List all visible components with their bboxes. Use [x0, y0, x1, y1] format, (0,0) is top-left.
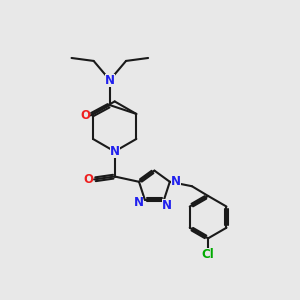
Text: N: N	[171, 175, 181, 188]
Text: N: N	[162, 199, 172, 212]
Text: N: N	[110, 145, 120, 158]
Text: O: O	[80, 109, 90, 122]
Text: N: N	[134, 196, 143, 209]
Text: N: N	[105, 74, 115, 87]
Text: Cl: Cl	[202, 248, 214, 261]
Text: O: O	[83, 173, 93, 186]
